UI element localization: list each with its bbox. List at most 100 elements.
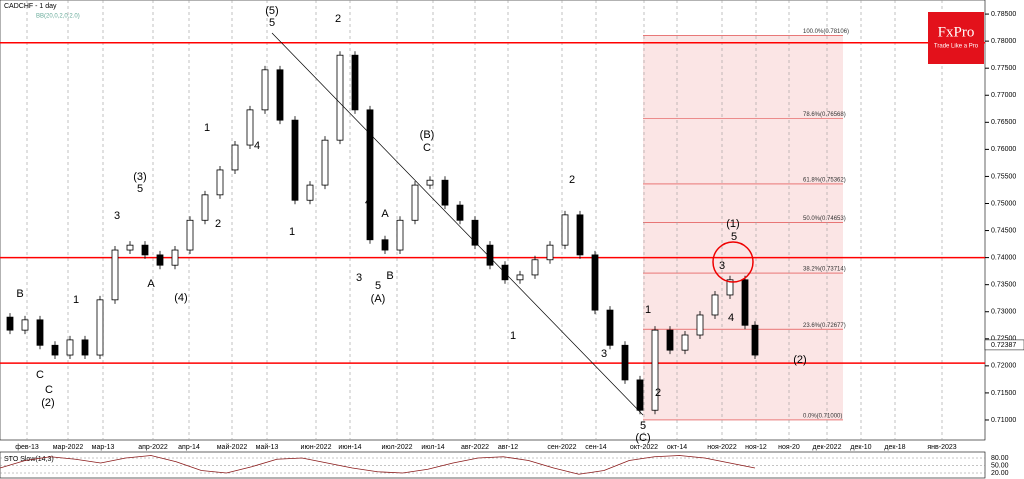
x-tick-label: мар-13 [92,444,115,451]
y-tick-label: 0.73000 [991,309,1016,316]
osc-tick-label: 20.00 [991,470,1009,477]
candle [621,344,629,381]
candle [561,214,569,246]
wave-label: 3 [356,272,362,284]
candle [201,194,209,221]
candle [111,249,119,301]
y-tick-label: 0.76500 [991,119,1016,126]
wave-label: 1 [510,330,516,342]
candle [366,109,374,241]
y-tick-label: 0.72500 [991,336,1016,343]
wave-label: B [386,270,393,282]
wave-label: 4 [728,312,734,324]
x-tick-label: дек-10 [850,444,871,451]
candle [516,274,524,281]
candle [471,219,479,246]
wave-label: 3 [719,260,725,272]
wave-label: 5 [640,420,646,432]
x-tick-label: июн-2022 [301,444,332,451]
wave-label: 5 [375,280,381,292]
wave-label: 2 [215,218,221,230]
x-tick-label: июн-14 [338,444,361,451]
candle [51,344,59,356]
wave-label: 4 [365,196,371,208]
candle [96,299,104,356]
x-tick-label: авг-2022 [461,444,489,451]
chart-title: CADCHF - 1 day [4,3,57,10]
candle [216,169,224,196]
logo-tagline: Trade Like a Pro [934,44,979,50]
wave-label: (1) [726,218,739,230]
trend-line [271,32,644,416]
y-tick-label: 0.71500 [991,390,1016,397]
wave-label: 1 [204,122,210,134]
logo: FxPro Trade Like a Pro [928,12,984,64]
y-tick-label: 0.75500 [991,173,1016,180]
candle [6,316,14,331]
x-tick-label: дек-18 [884,444,905,451]
current-price-box [984,339,1024,351]
candle [261,69,269,111]
y-tick-label: 0.74500 [991,227,1016,234]
wave-label: A [381,208,389,220]
candle [156,254,164,266]
wave-label: B [16,288,23,300]
current-price-label: 0.72387 [991,342,1016,349]
oscillator-frame [0,451,986,479]
candle [546,244,554,261]
y-tick-label: 0.74000 [991,254,1016,261]
x-tick-label: ноя-2022 [707,444,737,451]
y-tick-label: 0.75000 [991,200,1016,207]
candle [531,259,539,276]
chart-subtitle: BB(20,0,2,0,2.0) [36,14,80,20]
oscillator-title: STO Slow(14,3) [4,456,54,463]
y-tick-label: 0.76000 [991,146,1016,153]
wave-label: 5 [137,183,143,195]
candle [81,339,89,356]
wave-label: 5 [731,231,737,243]
fib-label: 23.6%(0.72677) [803,323,846,329]
candle [441,179,449,206]
wave-label: (C) [635,432,650,444]
wave-label: (2) [793,354,806,366]
x-tick-label: май-2022 [217,443,248,451]
candle [681,334,689,351]
candle [751,324,759,356]
x-tick-label: окт-2022 [630,444,658,451]
candle [306,184,314,201]
wave-label: 2 [655,387,661,399]
logo-name: FxPro [938,24,975,40]
x-tick-label: дек-2022 [813,444,842,451]
x-tick-label: авг-12 [498,444,518,451]
candle [576,214,584,256]
candle [276,69,284,121]
wave-label: C [423,142,431,154]
wave-label: 1 [73,294,79,306]
candle [126,244,134,251]
y-tick-label: 0.73500 [991,282,1016,289]
candle [336,54,344,141]
highlight-circle [712,241,754,283]
candle [141,244,149,256]
wave-label: (B) [420,129,435,141]
candle [66,339,74,356]
candle [411,184,419,221]
wave-label: C [36,369,44,381]
y-tick-label: 0.78500 [991,11,1016,18]
fib-zone [643,35,843,420]
osc-tick-label: 50.00 [991,462,1009,469]
x-tick-label: июл-2022 [382,444,413,451]
wave-label: 4 [254,140,260,152]
logo-box [928,12,984,64]
wave-label: 1 [289,226,295,238]
candle [651,329,659,411]
x-tick-label: апр-2022 [138,444,168,451]
candle [741,279,749,326]
candle [591,254,599,311]
wave-label: 2 [569,174,575,186]
wave-label: A [147,278,155,290]
x-tick-label: ноя-20 [778,444,800,451]
x-tick-label: апр-14 [178,444,200,451]
wave-label: 3 [601,348,607,360]
